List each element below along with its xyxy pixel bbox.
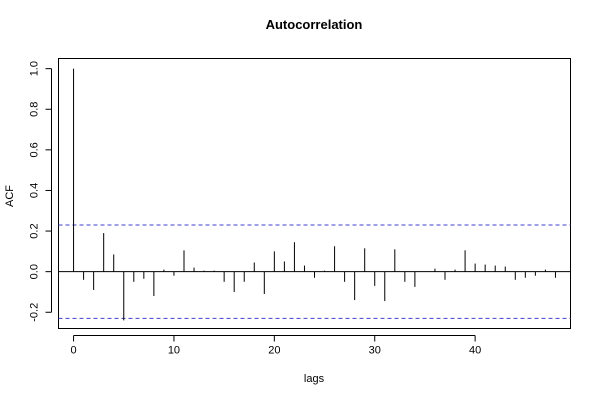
plot-frame <box>58 58 571 329</box>
y-tick-label-5: 0.8 <box>29 102 41 117</box>
y-tick-label-4: 0.6 <box>29 142 41 157</box>
x-tick-label-30: 30 <box>369 345 381 357</box>
y-tick-label-2: 0.2 <box>29 223 41 238</box>
chart-title: Autocorrelation <box>266 17 363 32</box>
y-tick-label-1: 0.0 <box>29 264 41 279</box>
x-tick-label-20: 20 <box>268 345 280 357</box>
y-axis-label: ACF <box>4 185 16 207</box>
x-axis-label: lags <box>304 373 325 385</box>
y-tick-label-3: 0.4 <box>29 183 41 198</box>
acf-bars <box>58 68 571 321</box>
y-tick-label-0: -0.2 <box>29 303 41 322</box>
x-tick-label-0: 0 <box>70 345 76 357</box>
x-tick-label-40: 40 <box>469 345 481 357</box>
confidence-bounds <box>58 224 571 319</box>
y-tick-label-6: 1.0 <box>29 61 41 76</box>
y-axis: -0.2 0.0 0.2 0.4 0.6 0.8 1.0 <box>29 61 52 322</box>
x-axis: 0 10 20 30 40 <box>70 335 481 357</box>
x-tick-label-10: 10 <box>168 345 180 357</box>
